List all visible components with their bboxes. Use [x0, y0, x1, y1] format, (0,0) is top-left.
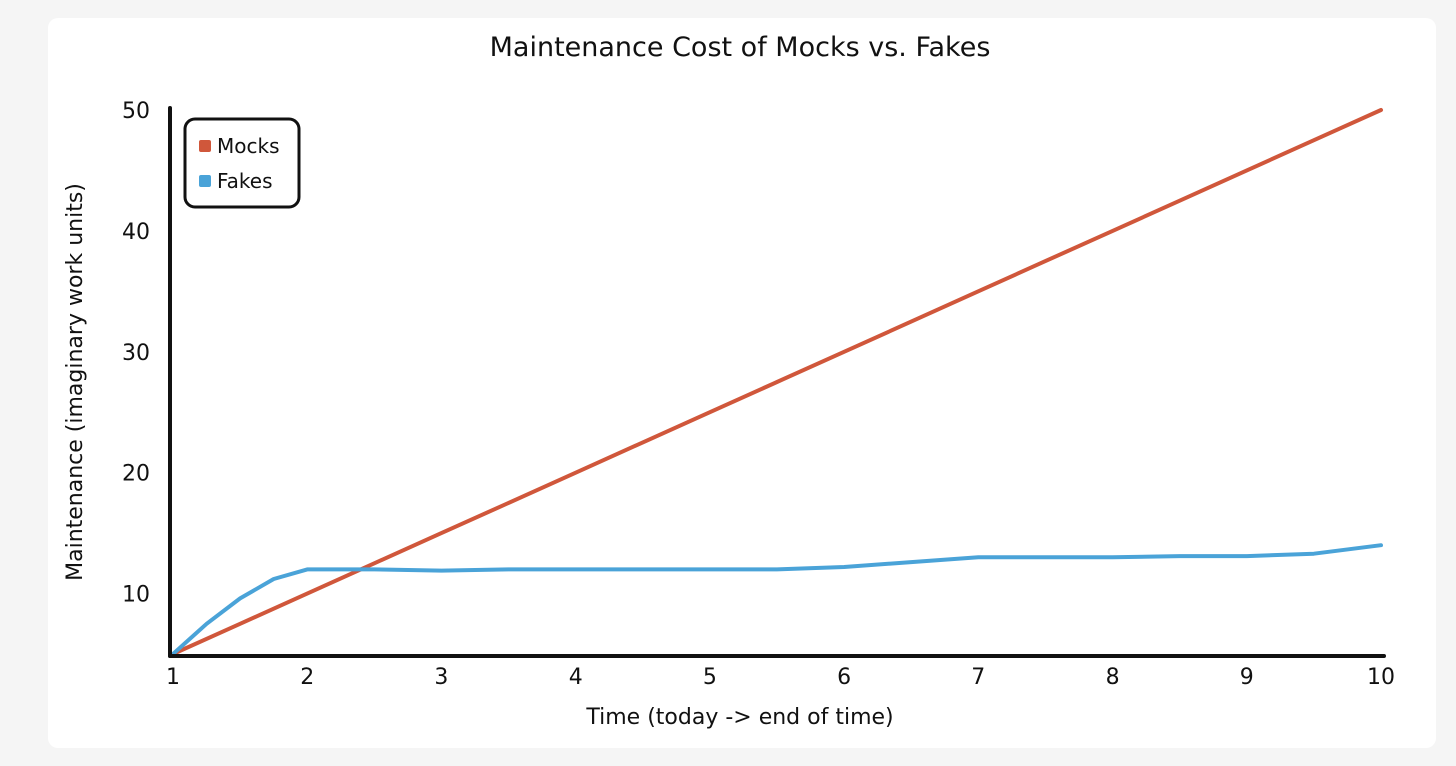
x-tick-label: 3 [434, 665, 448, 690]
y-axis-label: Maintenance (imaginary work units) [63, 183, 88, 581]
series-line-mocks [171, 108, 1383, 656]
legend-swatch-fakes [199, 175, 211, 187]
plot-lines [171, 108, 1383, 656]
x-ticks: 1 2 3 4 5 6 7 8 9 10 [166, 665, 1395, 690]
legend-swatch-mocks [199, 140, 211, 152]
x-tick-label: 4 [569, 665, 583, 690]
y-tick-label: 10 [122, 583, 150, 608]
y-tick-label: 20 [122, 462, 150, 487]
legend-items: Mocks Fakes [199, 134, 280, 193]
x-axis-label: Time (today -> end of time) [585, 705, 893, 730]
y-tick-label: 30 [122, 341, 150, 366]
x-tick-label: 7 [971, 665, 985, 690]
x-tick-label: 9 [1240, 665, 1254, 690]
x-tick-label: 10 [1367, 665, 1395, 690]
x-tick-label: 8 [1106, 665, 1120, 690]
x-tick-label: 1 [166, 665, 180, 690]
legend: Mocks Fakes [183, 117, 301, 209]
y-ticks: 10 20 30 40 50 [122, 99, 150, 608]
y-tick-label: 50 [122, 99, 150, 124]
x-tick-label: 6 [837, 665, 851, 690]
legend-label-mocks: Mocks [217, 134, 280, 158]
legend-label-fakes: Fakes [217, 169, 273, 193]
legend-box [183, 117, 301, 209]
x-tick-label: 5 [703, 665, 717, 690]
y-tick-label: 40 [122, 220, 150, 245]
chart-title: Maintenance Cost of Mocks vs. Fakes [490, 32, 991, 63]
x-tick-label: 2 [300, 665, 314, 690]
series-line-fakes [171, 543, 1383, 656]
